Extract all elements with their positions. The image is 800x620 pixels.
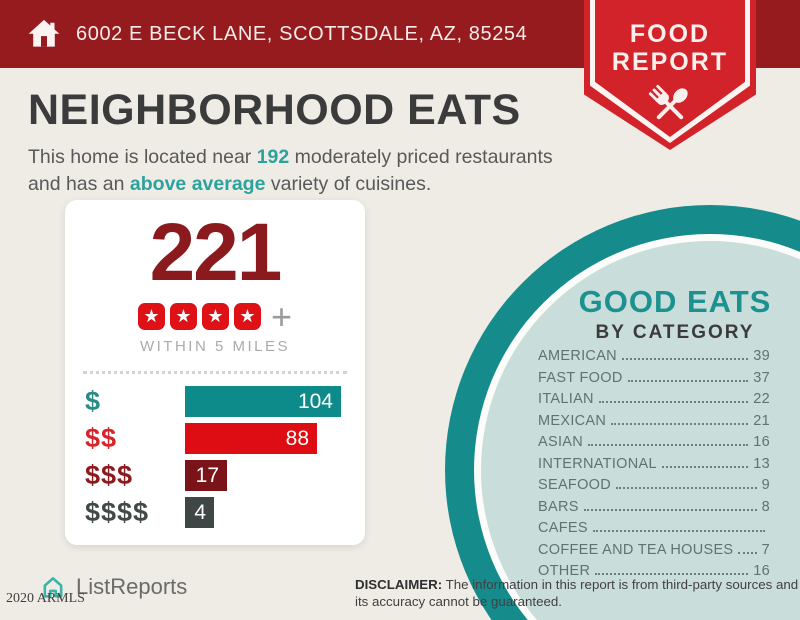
category-row: OTHER 16 xyxy=(538,564,770,579)
dotted-leader xyxy=(592,530,765,532)
badge-title-line1: FOOD xyxy=(629,20,711,48)
property-address: 6002 E BECK LANE, SCOTTSDALE, AZ, 85254 xyxy=(76,22,528,45)
category-value: 16 xyxy=(753,434,770,450)
good-eats-title: GOOD EATS xyxy=(578,284,772,319)
dotted-leader xyxy=(616,487,757,489)
food-report-badge: FOOD REPORT xyxy=(584,0,756,150)
dotted-leader xyxy=(621,358,749,360)
crossed-utensils-icon xyxy=(648,84,688,120)
price-bar-row: $$$$ 4 xyxy=(85,497,365,528)
category-label: MEXICAN xyxy=(538,412,607,429)
dotted-leader xyxy=(598,401,749,403)
price-bar: 88 xyxy=(185,423,317,454)
intro-part1: This home is located near xyxy=(28,146,257,168)
category-row: FAST FOOD 37 xyxy=(538,369,770,386)
price-bar-row: $104 xyxy=(85,386,365,417)
mls-watermark: 2020 ARMLS xyxy=(6,591,85,606)
radius-label: WITHIN 5 MILES xyxy=(139,338,290,355)
star-icon: ★ xyxy=(201,303,229,330)
category-row: COFFEE AND TEA HOUSES 7 xyxy=(538,541,770,558)
star-icon: ★ xyxy=(169,303,197,330)
price-tier-label: $$ xyxy=(85,423,118,453)
price-bar: 17 xyxy=(185,460,227,491)
category-value: 22 xyxy=(753,391,770,407)
price-bar-value: 17 xyxy=(195,463,219,487)
dotted-leader xyxy=(588,444,749,446)
category-value: 21 xyxy=(753,412,770,429)
category-row: MEXICAN 21 xyxy=(538,412,770,429)
price-bar-value: 104 xyxy=(297,389,333,413)
price-bar-row: $$$ 17 xyxy=(85,460,365,491)
category-label: CAFES xyxy=(538,520,588,536)
disclaimer-label: DISCLAIMER: xyxy=(355,577,443,592)
intro-part3: variety of cuisines. xyxy=(265,172,432,195)
dotted-leader xyxy=(595,573,749,575)
price-bar-value: 4 xyxy=(194,500,206,524)
category-row: ITALIAN 22 xyxy=(538,392,770,407)
category-label: FAST FOOD xyxy=(538,369,623,386)
price-tier-label: $$$$ xyxy=(85,497,150,527)
total-restaurants: 221 xyxy=(149,207,283,298)
star-icon: ★ xyxy=(137,303,165,330)
dotted-leader xyxy=(661,465,749,468)
category-row: INTERNATIONAL 13 xyxy=(538,455,770,472)
listreports-logo: ListReports xyxy=(38,573,187,601)
category-label: INTERNATIONAL xyxy=(538,455,657,472)
category-row: CAFES xyxy=(538,521,770,536)
plus-sign: + xyxy=(270,296,293,337)
price-bar-row: $$ 88 xyxy=(85,423,365,454)
dotted-leader xyxy=(583,508,757,511)
restaurant-count: 192 xyxy=(256,146,290,168)
price-bar: 4 xyxy=(185,497,214,528)
category-row: AMERICAN 39 xyxy=(538,349,770,364)
star-icon: ★ xyxy=(233,303,261,330)
category-label: OTHER xyxy=(538,563,591,579)
price-bars: $104 $$ 88 $$$ 17 $$$$ 4 xyxy=(65,386,365,528)
summary-card: 221 ★ ★ ★ ★ + WITHIN 5 MILES $104 $$ 88 $$$ 17 $$… xyxy=(65,200,365,545)
page-title: NEIGHBORHOOD EATS xyxy=(28,86,521,134)
category-row: SEAFOOD 9 xyxy=(538,478,770,493)
category-label: ASIAN xyxy=(538,434,584,450)
category-value: 9 xyxy=(761,477,770,493)
dotted-divider xyxy=(83,371,347,374)
price-tier-label: $$$ xyxy=(85,460,134,490)
variety-highlight: above average xyxy=(129,172,266,195)
category-value: 7 xyxy=(761,541,770,558)
price-bar-value: 88 xyxy=(285,426,309,450)
badge-title-line2: REPORT xyxy=(611,48,729,76)
category-value: 8 xyxy=(761,498,770,515)
category-list: AMERICAN 39 FAST FOOD 37 ITALIAN 22 MEXICAN 21 A… xyxy=(538,349,770,586)
category-value: 16 xyxy=(753,563,770,579)
good-eats-subtitle: BY CATEGORY xyxy=(595,322,755,343)
category-row: ASIAN 16 xyxy=(538,435,770,450)
category-value: 39 xyxy=(753,348,770,364)
category-value: 13 xyxy=(753,455,770,472)
category-label: SEAFOOD xyxy=(538,477,611,493)
category-value: 37 xyxy=(753,369,770,386)
dotted-leader xyxy=(627,379,749,382)
listreports-logo-text: ListReports xyxy=(76,574,188,599)
category-label: AMERICAN xyxy=(538,348,617,364)
price-bar: 104 xyxy=(185,386,341,417)
star-rating: ★ ★ ★ ★ + xyxy=(65,296,365,337)
price-tier-label: $ xyxy=(85,386,102,416)
intro-part2: moderately priced restaurants and has an xyxy=(28,146,553,195)
category-row: BARS 8 xyxy=(538,498,770,515)
listreports-house-icon xyxy=(43,577,63,598)
disclaimer-body: The information in this report is from t… xyxy=(355,577,799,610)
category-label: ITALIAN xyxy=(538,391,594,407)
category-label: BARS xyxy=(538,498,579,515)
disclaimer-text: DISCLAIMER: The information in this repo… xyxy=(355,576,800,611)
home-icon xyxy=(28,19,60,47)
intro-text: This home is located near 192 moderately… xyxy=(28,144,573,197)
category-label: COFFEE AND TEA HOUSES xyxy=(538,541,734,558)
dotted-leader xyxy=(611,422,749,425)
dotted-leader xyxy=(738,551,757,554)
